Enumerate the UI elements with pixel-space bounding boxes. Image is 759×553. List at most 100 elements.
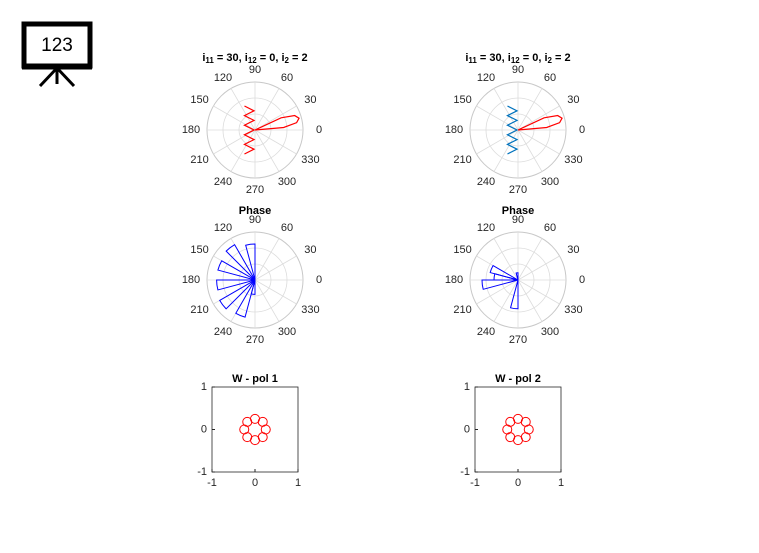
theta-tick-label: 180 [182,124,200,136]
title-text: = 30, i [214,52,248,64]
polar-spoke [517,105,560,131]
theta-tick-label: 0 [316,274,322,286]
chart-title: Phase [502,205,534,217]
histogram-wedge [489,264,519,281]
theta-tick-label: 120 [214,72,232,84]
theta-tick-label: 150 [190,94,208,106]
theta-tick-label: 240 [477,326,495,338]
theta-tick-label: 120 [477,72,495,84]
polar-spoke [517,129,560,155]
theta-tick-label: 270 [246,184,264,196]
theta-tick-label: 30 [304,94,316,106]
icon-leg [38,66,59,88]
scatter-point [257,432,268,443]
histogram-wedge [235,279,256,318]
title-text: = 2 [289,52,308,64]
y-tick-label: 0 [464,423,470,435]
theta-tick-label: 240 [214,326,232,338]
theta-tick-label: 150 [453,244,471,256]
y-tick-label: 1 [464,381,470,393]
theta-tick-label: 300 [541,326,559,338]
polar-spoke [254,238,280,281]
theta-tick-label: 300 [541,176,559,188]
polar-spoke [254,279,280,322]
title-text: i [202,52,205,64]
polar-spoke [493,279,519,322]
histogram-wedge [218,279,256,310]
chart-title: i11 = 30, i12 = 0, i2 = 2 [465,52,570,65]
theta-tick-label: 60 [281,222,293,234]
theta-tick-label: 0 [579,124,585,136]
theta-tick-label: 150 [190,244,208,256]
polar-spoke [517,279,543,322]
polar-spoke [493,238,519,281]
polar-spoke [254,88,280,131]
theta-tick-label: 240 [214,176,232,188]
icon-board [21,21,93,69]
chart: 0 30 60 90 120 150 180 210 240 270 300 330 Phase [445,205,585,346]
icon-leg [55,66,76,88]
theta-tick-label: 210 [453,304,471,316]
theta-tick-label: 270 [246,334,264,346]
x-tick-label: 0 [515,477,521,489]
theta-tick-label: 270 [509,184,527,196]
title-text: = 2 [552,52,571,64]
polar-line [243,105,256,155]
title-text: = 0, i [257,52,285,64]
theta-tick-label: 150 [453,94,471,106]
polar-spoke [517,88,543,131]
theta-tick-label: 90 [249,214,261,226]
theta-tick-label: 90 [512,214,524,226]
x-tick-label: -1 [470,477,480,489]
theta-tick-label: 180 [445,124,463,136]
theta-tick-label: 210 [190,304,208,316]
title-subscript: 2 [285,56,290,65]
histogram-wedge [245,243,256,281]
theta-tick-label: 240 [477,176,495,188]
polar-spoke [254,279,297,305]
chart: 0 30 60 90 120 150 180 210 240 270 300 330 Phase [182,205,322,346]
theta-tick-label: 330 [564,304,582,316]
chart: 0 30 60 90 120 150 180 210 240 270 300 330 i11 = 30,… [445,52,585,196]
y-tick-label: -1 [197,466,207,478]
polar-spoke [476,129,519,155]
x-tick-label: 0 [252,477,258,489]
histogram-wedge [509,279,519,310]
title-subscript: 11 [468,56,477,65]
theta-tick-label: 330 [301,154,319,166]
chart-title: Phase [239,205,271,217]
polar-spoke [517,279,560,305]
x-tick-label: 1 [558,477,564,489]
theta-tick-label: 210 [453,154,471,166]
theta-tick-label: 300 [278,176,296,188]
y-tick-label: 1 [201,381,207,393]
theta-tick-label: 210 [190,154,208,166]
polar-spoke [254,105,297,131]
title-subscript: 2 [548,56,553,65]
theta-tick-label: 300 [278,326,296,338]
theta-tick-label: 90 [512,64,524,76]
axes-box [474,386,562,473]
axes-box [211,386,299,473]
title-subscript: 11 [205,56,214,65]
chart-title: W - pol 1 [232,373,278,385]
polar-spoke [493,129,519,172]
polar-spoke [230,88,256,131]
polar-spoke [254,129,280,172]
histogram-wedge [225,243,256,281]
histogram-wedge [217,260,256,281]
theta-tick-label: 180 [445,274,463,286]
theta-tick-label: 60 [544,222,556,234]
histogram-wedge [515,272,519,281]
polar-spoke [517,238,543,281]
theta-tick-label: 330 [301,304,319,316]
theta-tick-label: 30 [567,244,579,256]
icon-label: 123 [41,35,73,56]
polar-spoke [254,129,297,155]
x-tick-label: -1 [207,477,217,489]
y-tick-label: 0 [201,423,207,435]
theta-tick-label: 30 [567,94,579,106]
polar-spoke [517,255,560,281]
theta-tick-label: 60 [544,72,556,84]
